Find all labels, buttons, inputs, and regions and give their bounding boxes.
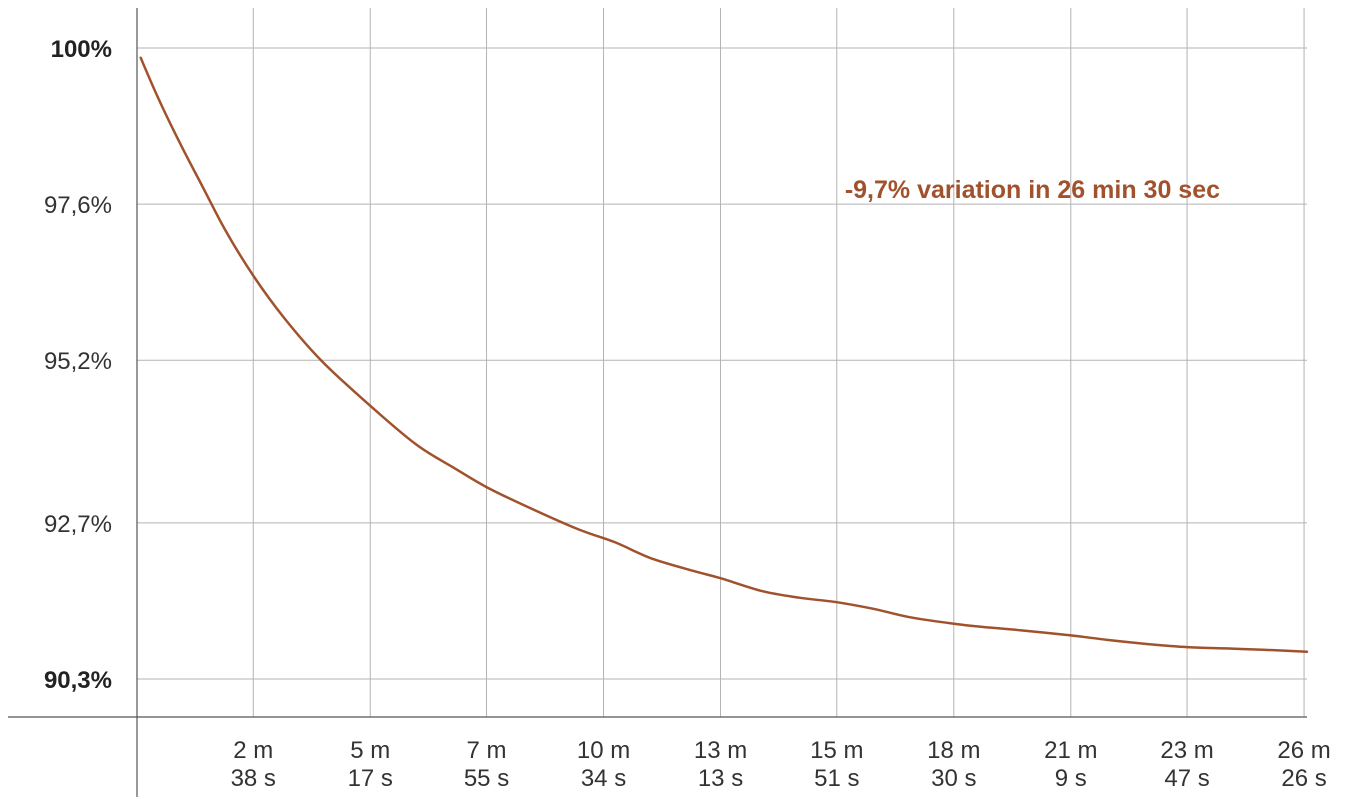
- x-tick-label-seconds: 17 s: [348, 765, 393, 792]
- x-tick-label-minutes: 21 m: [1044, 737, 1097, 764]
- series-line: [139, 56, 1309, 653]
- y-axis-labels: 100% 97,6% 95,2% 92,7% 90,3%: [44, 36, 112, 694]
- x-tick-label-seconds: 30 s: [931, 765, 976, 792]
- y-tick-label: 92,7%: [44, 511, 112, 538]
- x-tick-label-minutes: 13 m: [694, 737, 747, 764]
- y-tick-label: 100%: [51, 36, 112, 63]
- x-tick-label-seconds: 51 s: [814, 765, 859, 792]
- x-tick-label-minutes: 23 m: [1160, 737, 1213, 764]
- series-group: [139, 56, 1309, 653]
- y-tick-label: 97,6%: [44, 192, 112, 219]
- x-axis-labels: 2 m38 s 5 m17 s 7 m55 s 10 m34 s 13 m13 s 15 …: [231, 737, 1331, 792]
- x-tick-label-minutes: 15 m: [810, 737, 863, 764]
- y-tick-label: 95,2%: [44, 348, 112, 375]
- axes: [8, 8, 1307, 797]
- x-tick-label-minutes: 26 m: [1277, 737, 1330, 764]
- x-tick-label-seconds: 13 s: [698, 765, 743, 792]
- x-tick-label-minutes: 10 m: [577, 737, 630, 764]
- x-tick-label-seconds: 9 s: [1055, 765, 1087, 792]
- x-tick-label-seconds: 38 s: [231, 765, 276, 792]
- grid-lines: [137, 8, 1307, 717]
- x-tick-label-minutes: 18 m: [927, 737, 980, 764]
- x-tick-label-seconds: 47 s: [1164, 765, 1209, 792]
- y-tick-label: 90,3%: [44, 667, 112, 694]
- x-tick-label-seconds: 26 s: [1281, 765, 1326, 792]
- x-tick-label-seconds: 34 s: [581, 765, 626, 792]
- x-tick-label-seconds: 55 s: [464, 765, 509, 792]
- variation-annotation: -9,7% variation in 26 min 30 sec: [845, 176, 1220, 204]
- x-tick-label-minutes: 2 m: [233, 737, 273, 764]
- x-tick-label-minutes: 5 m: [350, 737, 390, 764]
- x-tick-label-minutes: 7 m: [467, 737, 507, 764]
